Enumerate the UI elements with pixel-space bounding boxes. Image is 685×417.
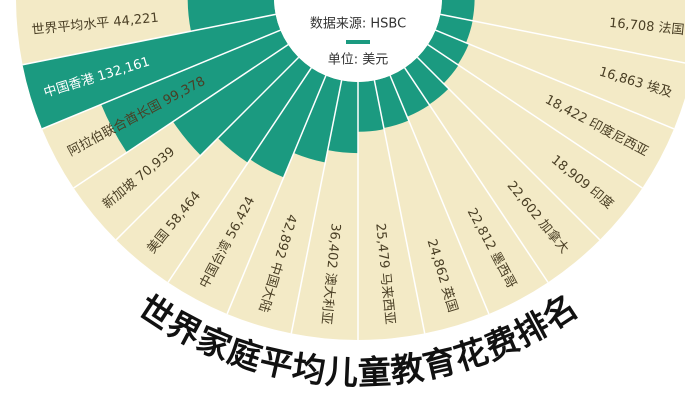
sector-divider bbox=[416, 56, 601, 241]
sector-divider bbox=[22, 13, 276, 66]
value-label: 16,708 bbox=[608, 15, 655, 34]
bar bbox=[435, 14, 473, 43]
category-name: 澳大利亚 bbox=[318, 272, 339, 325]
category-label: 25,479 马来西亚 bbox=[373, 223, 398, 326]
value-label: 44,221 bbox=[113, 10, 160, 29]
sector-divider bbox=[427, 44, 643, 189]
bar bbox=[327, 80, 358, 154]
sector-divider bbox=[435, 29, 675, 130]
sector-divider bbox=[115, 56, 300, 241]
bar bbox=[404, 57, 449, 105]
category-name: 英国 bbox=[438, 285, 460, 314]
bar bbox=[374, 75, 409, 128]
category-name: 埃及 bbox=[645, 78, 674, 100]
sector-divider bbox=[73, 44, 289, 189]
value-label: 25,479 bbox=[373, 223, 392, 270]
sector-divider bbox=[440, 13, 685, 64]
category-name: 法国 bbox=[658, 20, 685, 37]
category-name: 马来西亚 bbox=[378, 272, 398, 325]
bar bbox=[427, 30, 469, 65]
bar bbox=[390, 67, 430, 117]
value-label: 36,402 bbox=[324, 223, 343, 270]
sector-divider bbox=[389, 75, 490, 315]
unit: 单位: 美元 bbox=[328, 53, 389, 68]
sector-divider bbox=[404, 67, 549, 283]
bar bbox=[250, 67, 326, 178]
bar bbox=[293, 75, 342, 163]
bar bbox=[217, 57, 312, 163]
bar bbox=[417, 44, 459, 84]
category-label: 16,708 法国 bbox=[608, 15, 685, 37]
sector-divider bbox=[167, 67, 312, 283]
source: 数据来源: HSBC bbox=[310, 17, 406, 32]
category-label: 36,402 澳大利亚 bbox=[318, 223, 344, 326]
bar bbox=[358, 80, 385, 132]
bar bbox=[173, 44, 299, 156]
bar bbox=[187, 0, 276, 32]
bar bbox=[101, 30, 289, 153]
sector-divider bbox=[226, 75, 327, 315]
sector-divider bbox=[373, 80, 426, 334]
bar bbox=[22, 14, 281, 129]
sector-divider bbox=[290, 80, 343, 334]
sector-divider bbox=[41, 29, 281, 130]
divider bbox=[346, 40, 370, 44]
